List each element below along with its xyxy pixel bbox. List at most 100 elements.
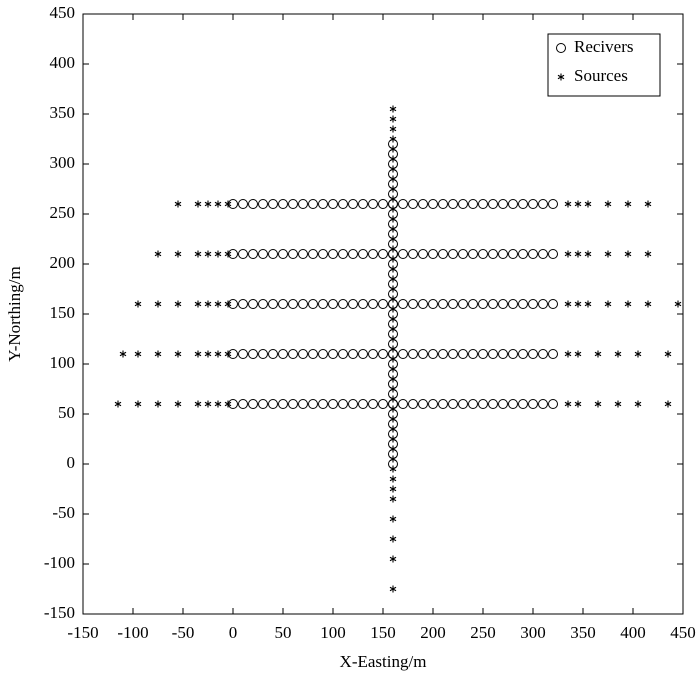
point [458, 199, 468, 209]
point [644, 250, 652, 258]
point [204, 300, 212, 308]
y-tick-label: 100 [50, 353, 76, 372]
x-tick-label: -50 [172, 623, 195, 642]
point [194, 250, 202, 258]
point [194, 300, 202, 308]
point [389, 385, 397, 393]
point [574, 350, 582, 358]
point [389, 495, 397, 503]
point [389, 395, 397, 403]
y-tick-label: 300 [50, 153, 76, 172]
point [214, 250, 222, 258]
point [318, 199, 328, 209]
point [389, 275, 397, 283]
point [154, 300, 162, 308]
x-tick-label: 150 [370, 623, 396, 642]
point [258, 249, 268, 259]
point [238, 349, 248, 359]
point [498, 299, 508, 309]
point [574, 250, 582, 258]
point [268, 399, 278, 409]
point [358, 299, 368, 309]
point [194, 350, 202, 358]
point [389, 435, 397, 443]
legend-label: Sources [574, 66, 628, 85]
point [134, 400, 142, 408]
point [548, 199, 558, 209]
point [338, 299, 348, 309]
point [508, 199, 518, 209]
point [378, 249, 388, 259]
point [498, 199, 508, 209]
point [238, 199, 248, 209]
point [258, 349, 268, 359]
point [278, 249, 288, 259]
point [238, 399, 248, 409]
point [389, 125, 397, 133]
point [408, 349, 418, 359]
point [224, 400, 232, 408]
point [398, 399, 408, 409]
point [538, 199, 548, 209]
point [389, 585, 397, 593]
point [258, 199, 268, 209]
point [298, 299, 308, 309]
point [288, 349, 298, 359]
point [548, 249, 558, 259]
point [564, 300, 572, 308]
x-tick-label: 350 [570, 623, 596, 642]
point [214, 350, 222, 358]
point [438, 399, 448, 409]
point [214, 400, 222, 408]
point [448, 299, 458, 309]
point [448, 349, 458, 359]
point [428, 299, 438, 309]
point [389, 535, 397, 543]
point [634, 400, 642, 408]
point [328, 299, 338, 309]
point [478, 299, 488, 309]
point [389, 515, 397, 523]
point [288, 249, 298, 259]
point [498, 399, 508, 409]
point [258, 399, 268, 409]
point [408, 199, 418, 209]
point [389, 405, 397, 413]
point [538, 299, 548, 309]
point [478, 349, 488, 359]
point [348, 299, 358, 309]
point [278, 349, 288, 359]
point [624, 250, 632, 258]
legend-marker [556, 43, 566, 53]
point [528, 349, 538, 359]
point [488, 349, 498, 359]
point [389, 325, 397, 333]
point [174, 350, 182, 358]
point [508, 349, 518, 359]
point [368, 349, 378, 359]
point [674, 300, 682, 308]
point [664, 400, 672, 408]
point [458, 249, 468, 259]
point [154, 350, 162, 358]
point [604, 300, 612, 308]
point [448, 249, 458, 259]
point [389, 355, 397, 363]
point [368, 399, 378, 409]
point [548, 399, 558, 409]
point [328, 349, 338, 359]
point [398, 299, 408, 309]
point [488, 199, 498, 209]
point [438, 349, 448, 359]
point [308, 399, 318, 409]
point [389, 425, 397, 433]
point [389, 225, 397, 233]
point [154, 250, 162, 258]
point [518, 399, 528, 409]
point [528, 249, 538, 259]
point [338, 349, 348, 359]
point [448, 199, 458, 209]
point [398, 199, 408, 209]
point [389, 265, 397, 273]
point [248, 249, 258, 259]
